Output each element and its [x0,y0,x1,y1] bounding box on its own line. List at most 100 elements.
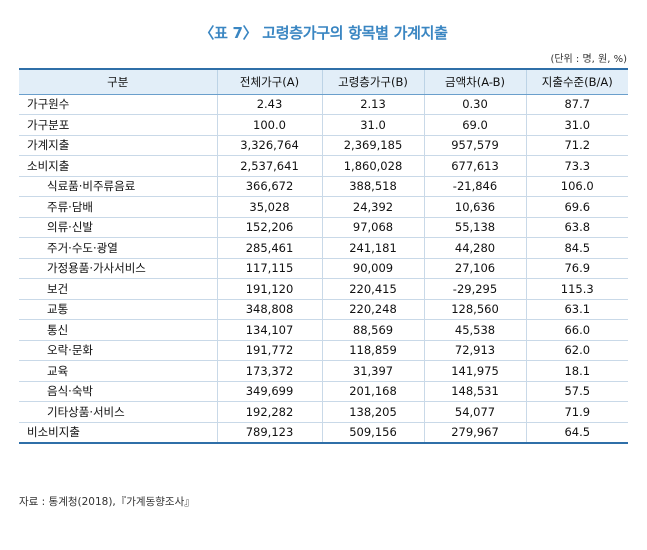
row-label: 교통 [19,299,217,320]
cell-elderly-households: 90,009 [321,258,424,279]
cell-difference: -29,295 [423,278,526,300]
table-row: 소비지출 2,537,641 1,860,028 677,613 73.3 [19,155,628,177]
table-row: 주류·담배 35,028 24,392 10,636 69.6 [19,196,628,218]
cell-all-households: 349,699 [216,381,322,402]
row-label: 의류·신발 [19,217,217,238]
cell-difference: 45,538 [423,319,526,341]
header-all-households: 전체가구(A) [216,68,322,95]
cell-difference: 677,613 [423,155,526,177]
cell-spending-level: 71.2 [525,135,628,156]
cell-all-households: 348,808 [216,299,322,320]
cell-spending-level: 31.0 [525,114,628,136]
table-row: 교통 348,808 220,248 128,560 63.1 [19,299,628,320]
cell-elderly-households: 88,569 [321,319,424,341]
row-label: 식료품·비주류음료 [19,176,217,197]
header-row: 구분 전체가구(A) 고령층가구(B) 금액차(A-B) 지출수준(B/A) [19,68,628,95]
table-row: 통신 134,107 88,569 45,538 66.0 [19,319,628,341]
row-label: 가계지출 [19,135,217,156]
cell-all-households: 366,672 [216,176,322,197]
cell-difference: 0.30 [423,94,526,115]
header-elderly-households: 고령층가구(B) [321,68,424,95]
table-row: 가정용품·가사서비스 117,115 90,009 27,106 76.9 [19,258,628,279]
cell-elderly-households: 2.13 [321,94,424,115]
cell-elderly-households: 388,518 [321,176,424,197]
table-row: 음식·숙박 349,699 201,168 148,531 57.5 [19,381,628,402]
cell-all-households: 35,028 [216,196,322,218]
row-label: 음식·숙박 [19,381,217,402]
header-difference: 금액차(A-B) [423,68,526,95]
cell-all-households: 789,123 [216,422,322,444]
cell-all-households: 173,372 [216,360,322,382]
cell-elderly-households: 509,156 [321,422,424,444]
table-row: 비소비지출 789,123 509,156 279,967 64.5 [19,422,628,444]
row-label: 기타상품·서비스 [19,401,217,423]
cell-elderly-households: 2,369,185 [321,135,424,156]
row-label: 가정용품·가사서비스 [19,258,217,279]
cell-spending-level: 63.8 [525,217,628,238]
row-label: 주류·담배 [19,196,217,218]
table-body: 가구원수 2.43 2.13 0.30 87.7 가구분포 100.0 31.0 69.0 31.… [19,94,628,444]
row-label: 가구분포 [19,114,217,136]
expenditure-table: 구분 전체가구(A) 고령층가구(B) 금액차(A-B) 지출수준(B/A) 가… [19,68,628,444]
cell-elderly-households: 118,859 [321,340,424,361]
cell-spending-level: 76.9 [525,258,628,279]
cell-spending-level: 73.3 [525,155,628,177]
cell-spending-level: 69.6 [525,196,628,218]
cell-elderly-households: 201,168 [321,381,424,402]
cell-all-households: 152,206 [216,217,322,238]
table-row: 가계지출 3,326,764 2,369,185 957,579 71.2 [19,135,628,156]
cell-spending-level: 64.5 [525,422,628,444]
cell-spending-level: 62.0 [525,340,628,361]
table-row: 가구원수 2.43 2.13 0.30 87.7 [19,94,628,115]
table-row: 오락·문화 191,772 118,859 72,913 62.0 [19,340,628,361]
cell-spending-level: 84.5 [525,237,628,259]
table-row: 의류·신발 152,206 97,068 55,138 63.8 [19,217,628,238]
cell-spending-level: 18.1 [525,360,628,382]
cell-all-households: 191,772 [216,340,322,361]
cell-difference: -21,846 [423,176,526,197]
cell-all-households: 134,107 [216,319,322,341]
cell-all-households: 2.43 [216,94,322,115]
cell-spending-level: 71.9 [525,401,628,423]
row-label: 주거·수도·광열 [19,237,217,259]
unit-note: (단위 : 명, 원, %) [550,54,627,65]
cell-difference: 27,106 [423,258,526,279]
cell-all-households: 285,461 [216,237,322,259]
cell-spending-level: 63.1 [525,299,628,320]
cell-elderly-households: 31,397 [321,360,424,382]
cell-spending-level: 115.3 [525,278,628,300]
row-label: 보건 [19,278,217,300]
cell-all-households: 191,120 [216,278,322,300]
cell-elderly-households: 241,181 [321,237,424,259]
cell-spending-level: 57.5 [525,381,628,402]
cell-difference: 54,077 [423,401,526,423]
table-row: 주거·수도·광열 285,461 241,181 44,280 84.5 [19,237,628,259]
cell-all-households: 117,115 [216,258,322,279]
cell-difference: 128,560 [423,299,526,320]
cell-elderly-households: 97,068 [321,217,424,238]
cell-difference: 69.0 [423,114,526,136]
table-row: 교육 173,372 31,397 141,975 18.1 [19,360,628,382]
cell-all-households: 2,537,641 [216,155,322,177]
row-label: 소비지출 [19,155,217,177]
cell-difference: 72,913 [423,340,526,361]
cell-all-households: 100.0 [216,114,322,136]
table-row: 가구분포 100.0 31.0 69.0 31.0 [19,114,628,136]
cell-elderly-households: 138,205 [321,401,424,423]
source-note: 자료 : 통계청(2018),『가계동향조사』 [19,496,195,508]
cell-spending-level: 87.7 [525,94,628,115]
cell-difference: 44,280 [423,237,526,259]
header-category: 구분 [19,68,217,95]
row-label: 가구원수 [19,94,217,115]
cell-difference: 10,636 [423,196,526,218]
cell-spending-level: 106.0 [525,176,628,197]
cell-difference: 148,531 [423,381,526,402]
cell-difference: 279,967 [423,422,526,444]
cell-elderly-households: 220,248 [321,299,424,320]
cell-elderly-households: 24,392 [321,196,424,218]
table-row: 식료품·비주류음료 366,672 388,518 -21,846 106.0 [19,176,628,197]
table-row: 보건 191,120 220,415 -29,295 115.3 [19,278,628,300]
table-title: 〈표 7〉 고령층가구의 항목별 가계지출 [199,24,448,42]
cell-elderly-households: 31.0 [321,114,424,136]
row-label: 교육 [19,360,217,382]
